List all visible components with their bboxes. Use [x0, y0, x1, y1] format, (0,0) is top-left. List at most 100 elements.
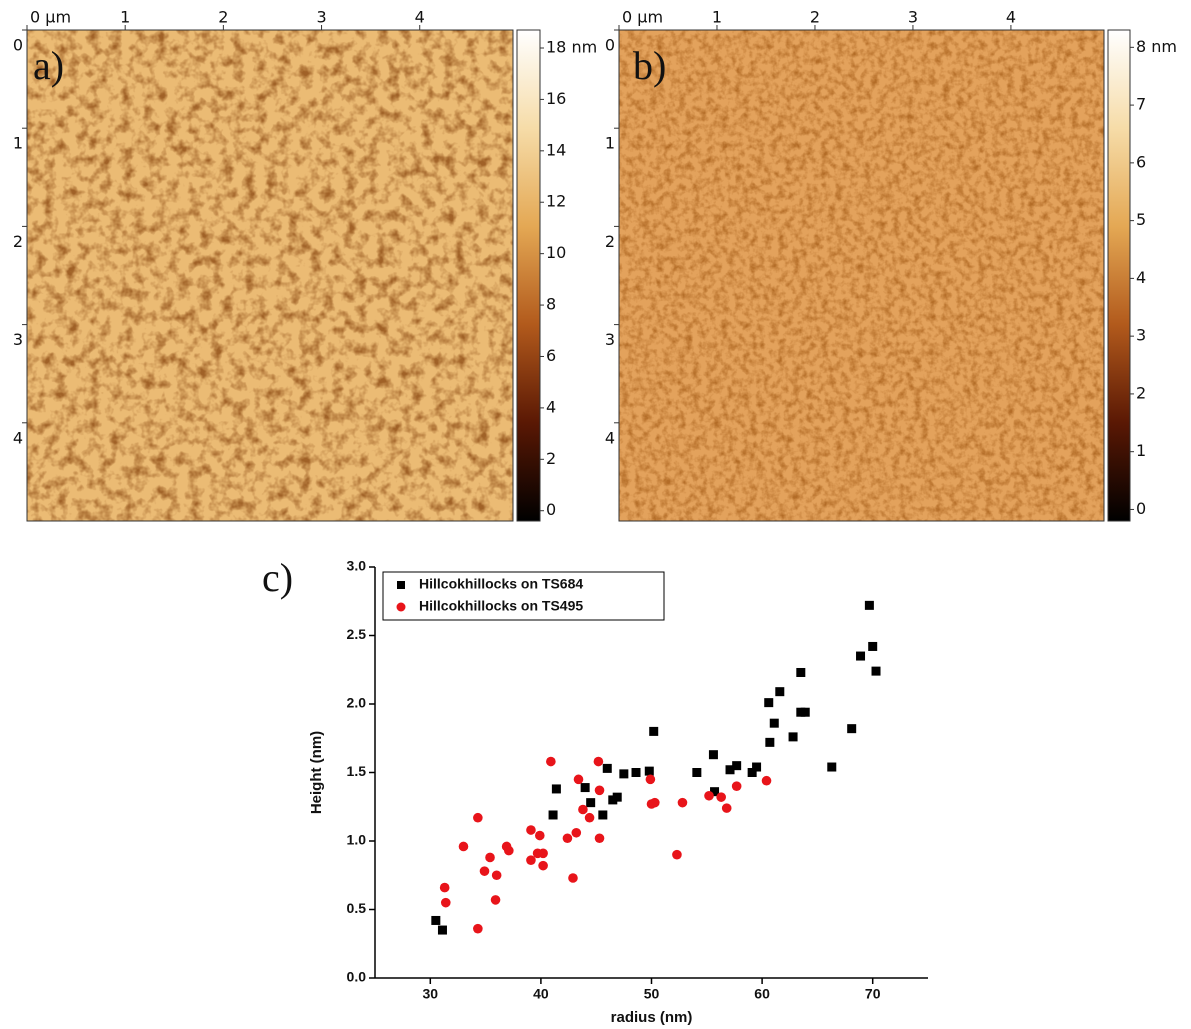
colorbar-tick-label: 1 [1136, 441, 1146, 460]
colorbar-tick-label: 0 [546, 500, 556, 519]
colorbar-tick-label: 0 [1136, 499, 1146, 518]
point [871, 666, 881, 676]
point [649, 726, 659, 736]
point [788, 732, 798, 742]
x-tick-label: 1 [712, 8, 722, 27]
point [526, 825, 536, 835]
point [725, 765, 735, 775]
point [708, 750, 718, 760]
point [747, 768, 757, 777]
y-tick-label: 4 [13, 428, 23, 447]
point [800, 707, 810, 717]
y-tick-label: 1.5 [347, 763, 367, 779]
point [593, 756, 604, 767]
x-tick-label: 30 [423, 986, 439, 1002]
colorbar [1107, 29, 1131, 522]
point [473, 923, 483, 934]
point [437, 925, 447, 935]
point [580, 783, 590, 793]
point [827, 762, 837, 772]
colorbar-tick-label: 3 [1136, 326, 1146, 345]
x-tick-label: 50 [644, 986, 660, 1002]
x-tick-label: 3 [316, 8, 326, 27]
point [562, 833, 573, 844]
x-tick-label: 3 [908, 8, 918, 27]
y-tick-label: 4 [605, 428, 615, 447]
point [526, 855, 536, 865]
point [650, 797, 660, 808]
point [551, 784, 561, 794]
point [586, 798, 596, 808]
point [677, 797, 688, 808]
image-frame [618, 29, 1105, 522]
point [765, 737, 775, 747]
point [571, 827, 582, 838]
x-tick-label: 1 [120, 8, 130, 27]
colorbar-tick-label: 18 nm [546, 37, 597, 56]
x-tick-label: 40 [533, 986, 549, 1002]
point [568, 873, 578, 883]
point [594, 833, 605, 844]
point [439, 882, 450, 893]
colorbar-tick-label: 14 [546, 140, 566, 159]
point [721, 803, 732, 813]
point [485, 852, 495, 863]
y-tick-label: 2.0 [347, 695, 367, 711]
point [672, 849, 682, 860]
point [546, 756, 556, 767]
colorbar-tick-label: 2 [1136, 383, 1146, 402]
colorbar-tick-label: 6 [546, 346, 556, 365]
point [573, 774, 584, 785]
colorbar-tick-label: 8 [546, 295, 556, 314]
panel-label: a) [33, 43, 64, 88]
y-tick-label: 2 [605, 232, 615, 251]
y-tick-label: 0.5 [347, 900, 367, 916]
panel-label: b) [633, 43, 666, 88]
point [534, 830, 545, 841]
point [490, 895, 501, 905]
point [868, 641, 878, 651]
point [578, 804, 588, 815]
y-tick-label: 1.0 [347, 832, 367, 848]
point [732, 761, 742, 771]
point [458, 841, 469, 852]
point [731, 781, 742, 791]
legend-box [382, 571, 665, 621]
point [704, 790, 714, 801]
point [716, 792, 726, 802]
colorbar-tick-label: 5 [1136, 210, 1146, 229]
point [775, 687, 785, 697]
legend-marker [397, 581, 405, 589]
point [479, 866, 490, 876]
image-frame [26, 29, 514, 522]
x-axis-label: radius (nm) [611, 1009, 693, 1026]
afm-texture [27, 30, 513, 521]
y-tick-label: 0.0 [347, 969, 367, 985]
y-tick-label: 2.5 [347, 626, 367, 642]
point [644, 766, 654, 776]
colorbar-tick-label: 6 [1136, 152, 1146, 171]
point [440, 897, 451, 908]
point [473, 812, 483, 823]
panel-label: c) [262, 555, 293, 600]
point [769, 718, 779, 728]
y-tick-label: 0 [605, 36, 615, 55]
colorbar-tick-label: 4 [546, 397, 556, 416]
y-tick-label: 1 [13, 134, 23, 153]
colorbar-tick-label: 2 [546, 449, 556, 468]
afm-texture [619, 30, 1104, 521]
point [504, 845, 514, 856]
legend-entry: Hillcokhillocks on TS495 [419, 598, 583, 614]
colorbar-tick-label: 16 [546, 89, 566, 108]
y-tick-label: 3.0 [347, 558, 367, 574]
x-tick-label: 0 µm [622, 8, 663, 27]
point [761, 775, 772, 786]
x-tick-label: 0 µm [30, 8, 71, 27]
point [764, 698, 774, 708]
colorbar-tick-label: 4 [1136, 268, 1146, 287]
point [431, 915, 441, 925]
x-tick-label: 4 [1006, 8, 1016, 27]
point [538, 848, 548, 859]
x-tick-label: 2 [218, 8, 228, 27]
